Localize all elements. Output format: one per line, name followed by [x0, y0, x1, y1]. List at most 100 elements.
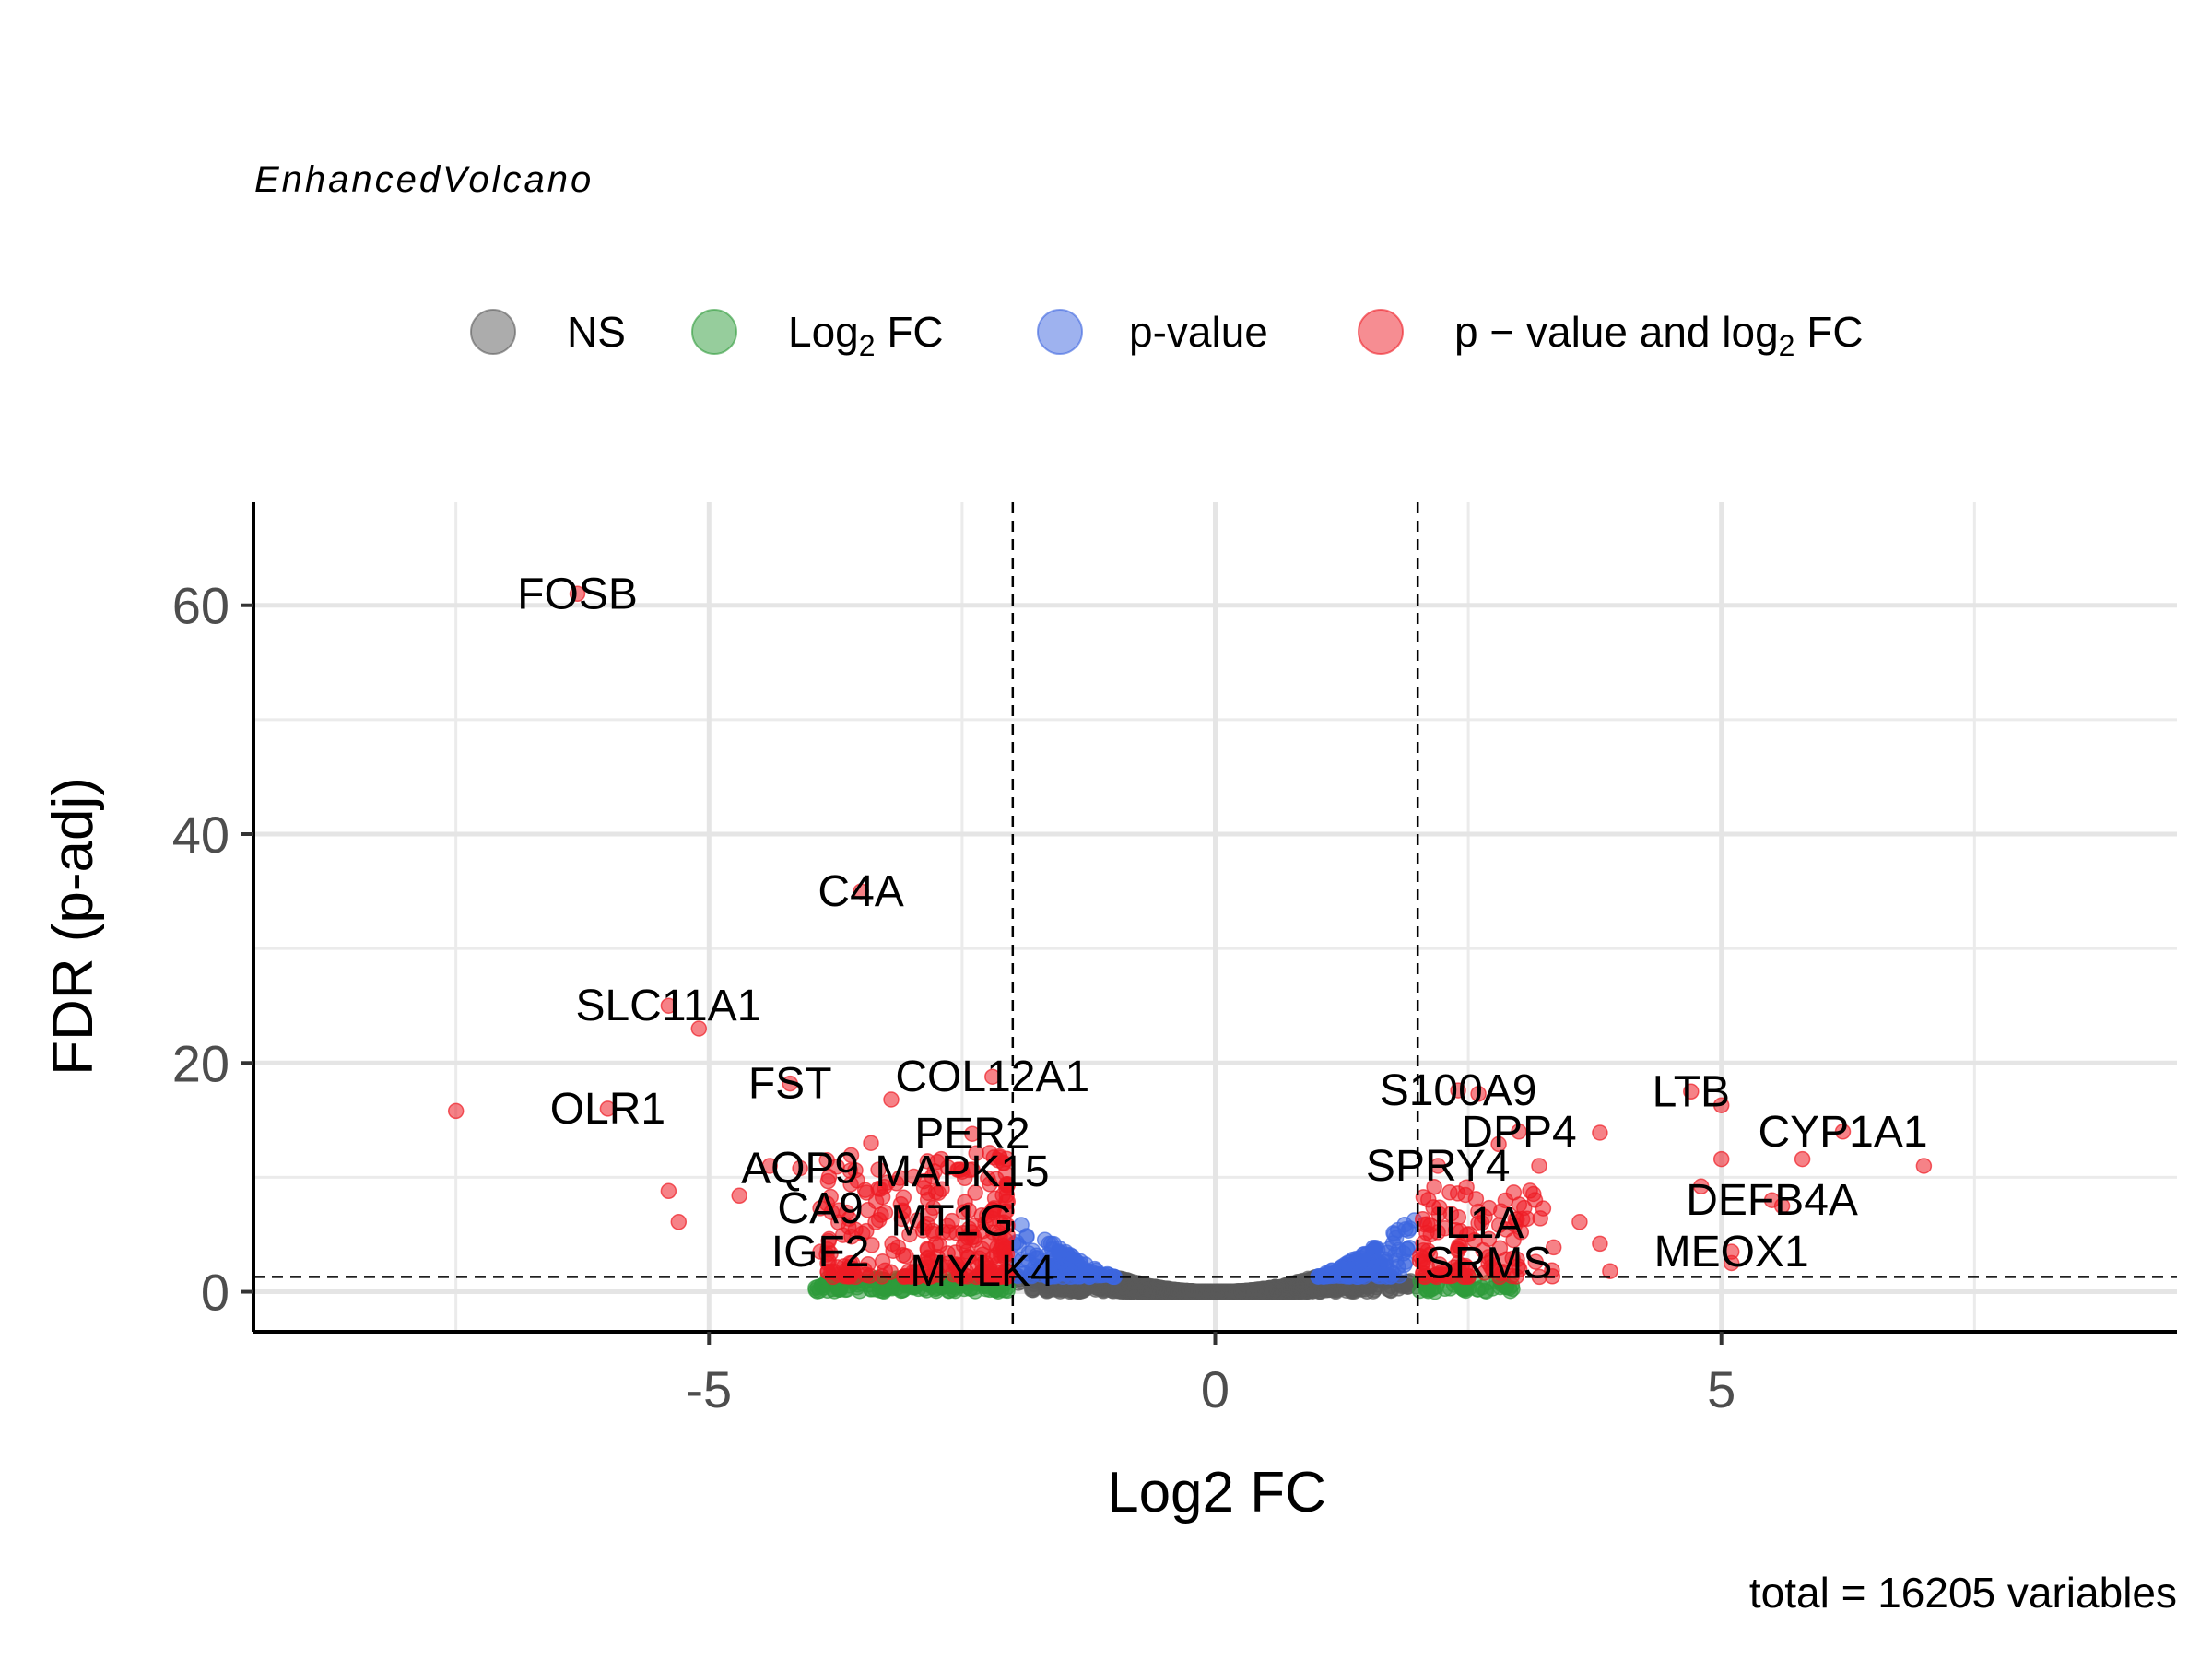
point-both	[974, 1263, 991, 1279]
point-both	[1430, 1158, 1446, 1174]
point-both	[859, 1202, 877, 1218]
point-both	[838, 1204, 855, 1221]
point-both	[761, 1158, 778, 1174]
gene-label-fosb: FOSB	[517, 570, 638, 618]
point-both	[919, 1153, 936, 1170]
point-both	[820, 1169, 838, 1185]
point-both	[892, 1195, 910, 1213]
point-p	[1343, 1259, 1359, 1277]
point-both	[1430, 1224, 1446, 1241]
point-both	[956, 1267, 973, 1284]
point-p	[1099, 1265, 1116, 1283]
point-ns	[1212, 1283, 1229, 1300]
y-tick-label: 20	[172, 1034, 229, 1092]
point-both	[1763, 1192, 1781, 1208]
point-both	[1532, 1210, 1548, 1227]
gene-label-s100a9: S100A9	[1380, 1066, 1537, 1115]
point-both	[924, 1222, 941, 1240]
point-both	[690, 1020, 708, 1037]
point-both	[885, 1242, 901, 1259]
point-ns	[1137, 1283, 1154, 1300]
ns-points	[1010, 1268, 1425, 1300]
point-ns	[1288, 1280, 1305, 1298]
gene-label-slc11a1: SLC11A1	[575, 982, 761, 1030]
gene-label-defb4a: DEFB4A	[1686, 1176, 1858, 1225]
point-both	[599, 1100, 617, 1117]
legend-label-both: p − value and log2 FC	[1454, 308, 1864, 362]
point-both	[1794, 1150, 1811, 1168]
point-both	[1545, 1239, 1562, 1256]
y-tick-label: 60	[172, 577, 229, 635]
point-both	[731, 1187, 747, 1205]
chart-subtitle: EnhancedVolcano	[254, 159, 594, 200]
legend-key-both	[1358, 309, 1404, 355]
gene-label-mapk15: MAPK15	[875, 1147, 1049, 1196]
point-fc	[940, 1282, 958, 1300]
point-both	[818, 1152, 835, 1169]
x-axis-title: Log2 FC	[1107, 1461, 1326, 1524]
point-both	[782, 1075, 798, 1092]
point-both	[867, 1214, 884, 1230]
point-both	[930, 1184, 947, 1202]
point-both	[1723, 1243, 1740, 1260]
point-both	[883, 1091, 900, 1108]
gene-label-olr1: OLR1	[550, 1085, 665, 1134]
legend-label-ns: NS	[567, 308, 626, 356]
gene-label-per2: PER2	[914, 1110, 1030, 1159]
point-both	[792, 1159, 808, 1177]
point-both	[812, 1243, 829, 1260]
point-both	[1511, 1196, 1528, 1213]
gene-label-ltb: LTB	[1653, 1067, 1730, 1116]
legend-key-ns	[470, 309, 516, 355]
point-both	[842, 1176, 859, 1193]
axes: -5 0 5 0 20 40 60	[172, 502, 2177, 1418]
point-both	[982, 1176, 998, 1193]
gene-label-il1a: IL1A	[1433, 1199, 1524, 1248]
point-both	[1495, 1264, 1512, 1280]
y-axis-title: FDR (p-adj)	[41, 777, 105, 1076]
point-both	[870, 1161, 887, 1178]
gene-labels: FOSB C4A SLC11A1 FST COL12A1 OLR1 PER2 AQP9 MAPK…	[517, 570, 1927, 1296]
point-both	[1834, 1124, 1852, 1140]
point-ns	[1365, 1283, 1382, 1300]
point-ns	[1170, 1282, 1187, 1299]
point-both	[858, 1184, 875, 1201]
gene-label-col12a1: COL12A1	[895, 1053, 1089, 1101]
point-p	[1358, 1253, 1374, 1269]
point-both	[1527, 1253, 1544, 1270]
y-tick-label: 0	[201, 1264, 229, 1322]
caption: total = 16205 variables	[1749, 1569, 2177, 1617]
gene-label-cyp1a1: CYP1A1	[1758, 1108, 1927, 1157]
point-both	[993, 1247, 1009, 1264]
cutoff-lines	[253, 502, 2177, 1332]
point-both	[1692, 1178, 1710, 1195]
point-both	[660, 997, 677, 1014]
point-both	[982, 1145, 998, 1161]
point-both	[447, 1102, 465, 1120]
point-both	[967, 1184, 983, 1201]
x-tick-label: 5	[1707, 1360, 1735, 1418]
point-both	[1683, 1083, 1700, 1100]
point-both	[1915, 1158, 1933, 1174]
gene-label-ca9: CA9	[777, 1184, 863, 1233]
legend: NS Log2 FC p-value p − value and log2 FC	[470, 308, 1864, 362]
gene-label-aqp9: AQP9	[741, 1145, 859, 1194]
gene-label-dpp4: DPP4	[1461, 1108, 1576, 1157]
point-both	[1712, 1150, 1730, 1168]
point-both	[876, 1178, 893, 1195]
significant-points	[447, 585, 1933, 1286]
point-both	[1492, 1203, 1510, 1220]
point-both	[998, 1194, 1015, 1210]
point-both	[944, 1212, 960, 1230]
gene-label-meox1: MEOX1	[1654, 1228, 1809, 1277]
point-both	[1415, 1189, 1432, 1206]
point-both	[963, 1230, 980, 1246]
gene-label-mylk4: MYLK4	[910, 1247, 1054, 1296]
gene-label-igf2: IGF2	[771, 1228, 870, 1277]
point-both	[964, 1125, 981, 1142]
x-tick-label: -5	[686, 1360, 732, 1418]
legend-key-p	[1037, 309, 1083, 355]
point-both	[1712, 1097, 1730, 1113]
point-ns	[1257, 1280, 1275, 1298]
